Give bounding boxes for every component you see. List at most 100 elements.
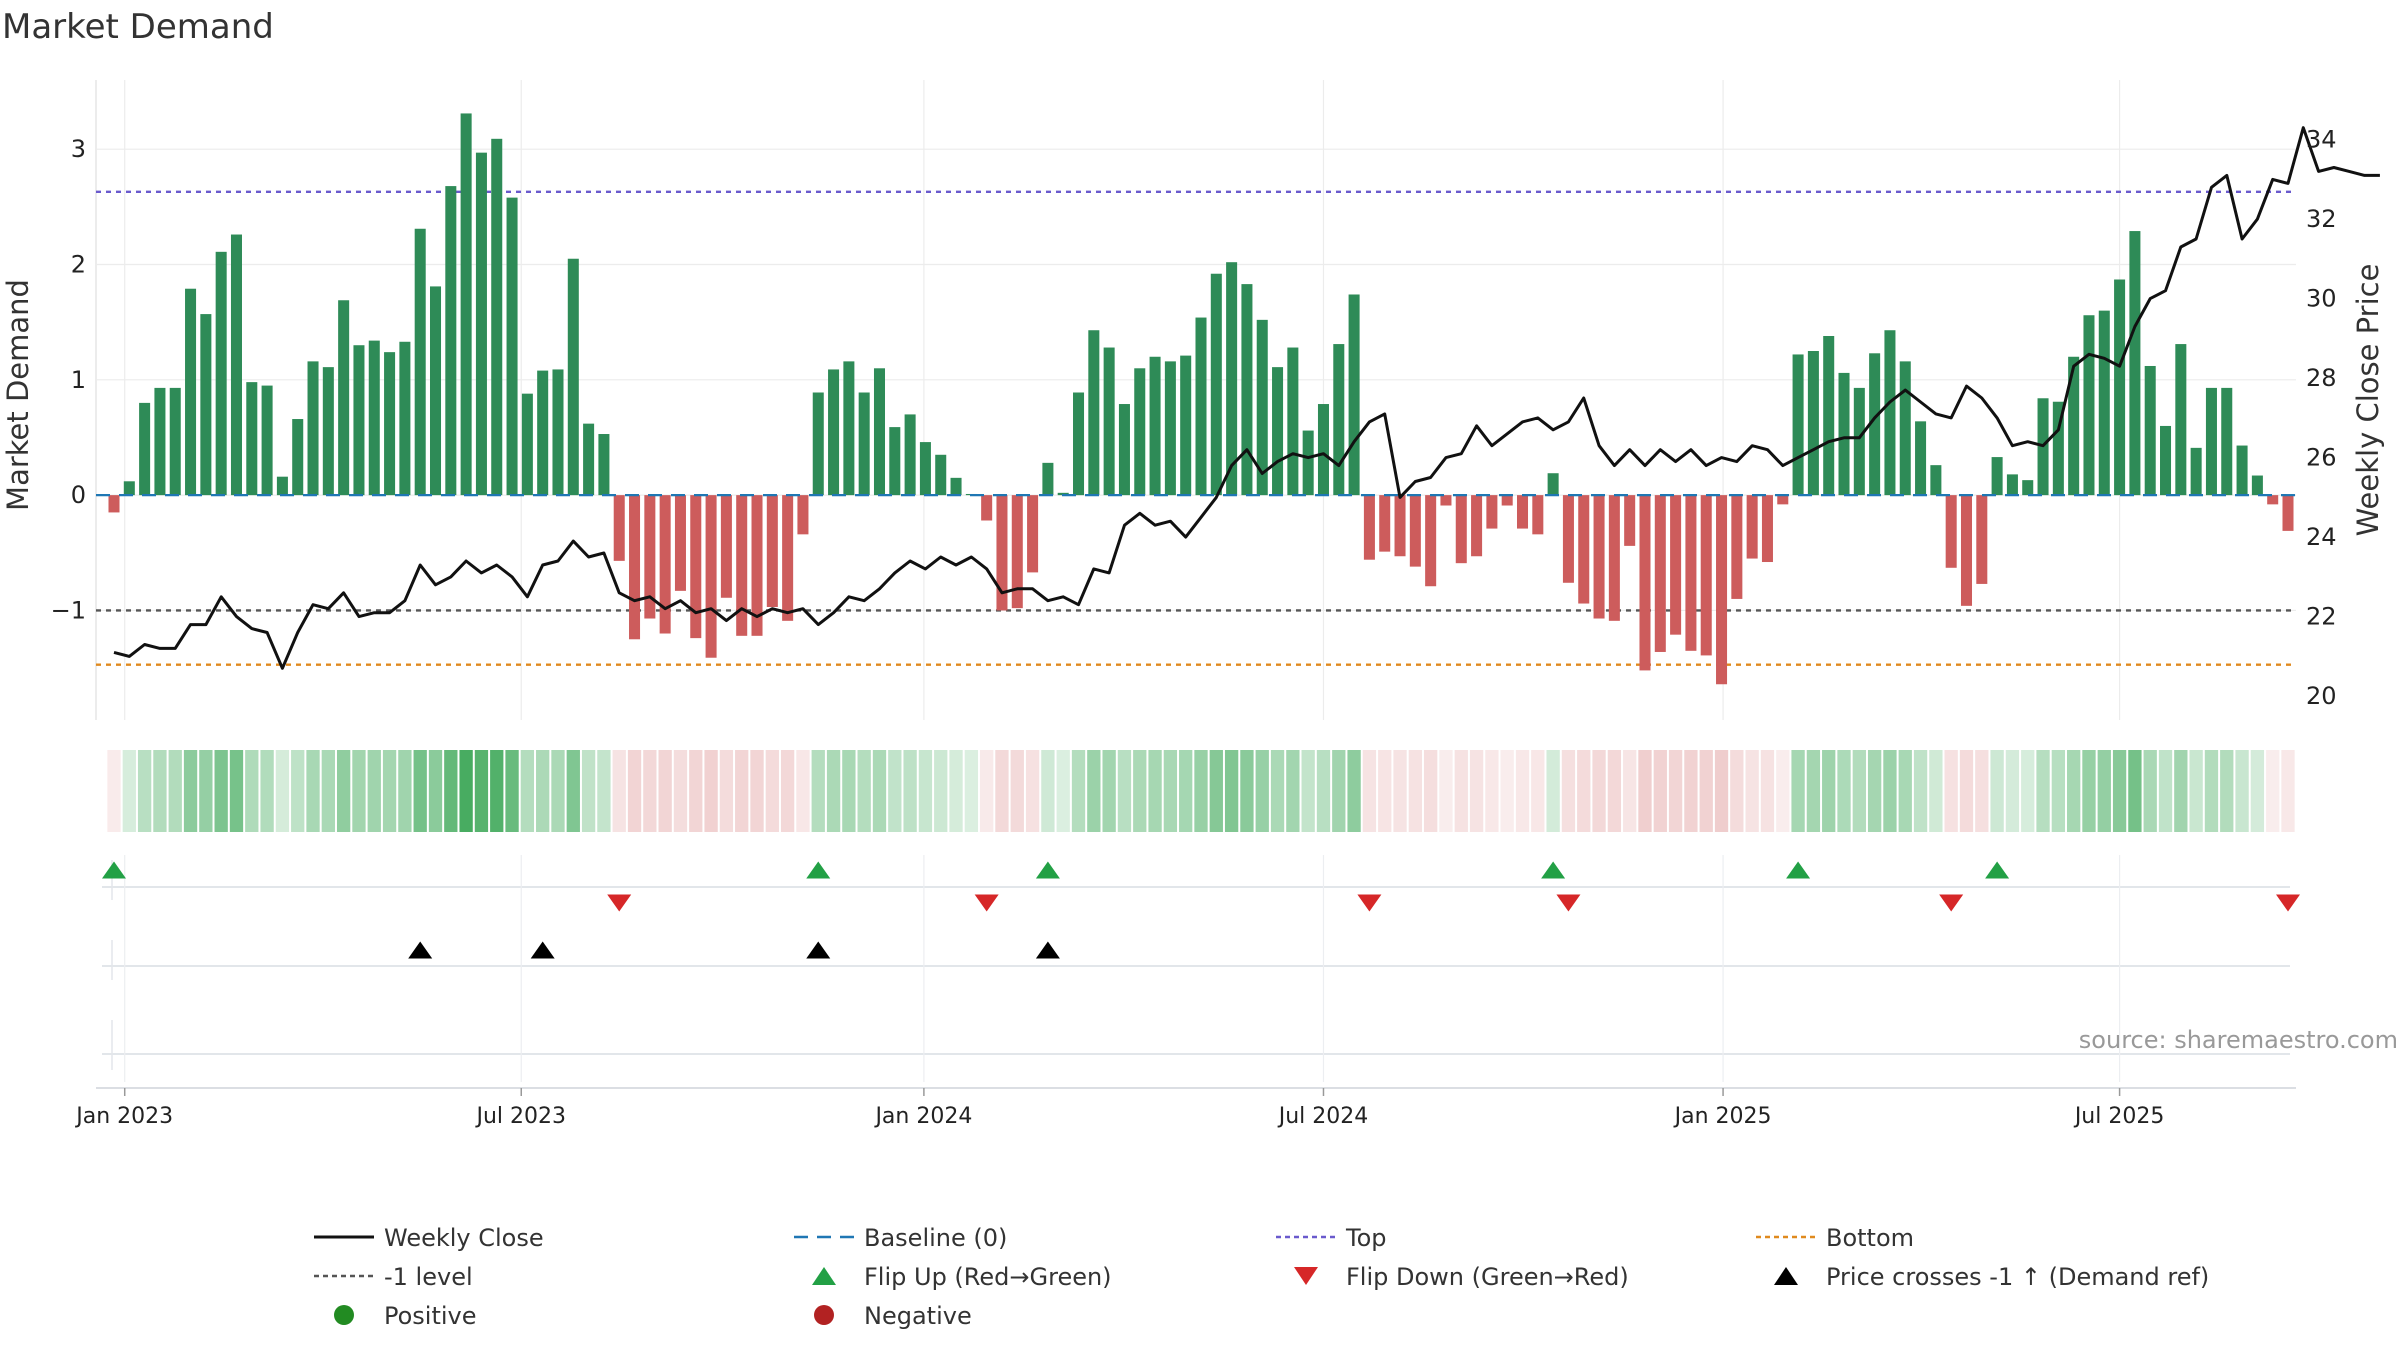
demand-bar-138 [2221,387,2233,496]
demand-bar-102 [1670,495,1682,635]
demand-bar-83 [1379,495,1391,552]
legend-swatch-6 [1294,1267,1318,1285]
strip-cell-71 [1194,750,1208,832]
demand-bar-73 [1226,262,1238,496]
strip-cell-87 [1439,750,1453,832]
demand-bar-14 [322,367,334,496]
strip-cell-91 [1500,750,1514,832]
strip-cell-35 [643,750,657,832]
demand-bar-116 [1884,330,1896,496]
demand-bar-52 [904,414,916,496]
demand-bar-49 [858,392,870,496]
strip-cell-120 [1944,750,1958,832]
demand-bar-1 [123,481,135,496]
strip-cell-126 [2036,750,2050,832]
strip-cell-112 [1822,750,1836,832]
demand-bar-58 [996,495,1008,611]
demand-bar-128 [2068,356,2080,496]
x-axis: Jan 2023 Jul 2023 Jan 2024 Jul 2024 Jan 2025… [74,1087,2296,1129]
demand-bar-15 [338,300,350,496]
strip-cell-20 [413,750,427,832]
strip-cell-86 [1423,750,1438,832]
right-tick-label-4: 28 [2306,364,2337,392]
demand-bar-95 [1562,495,1574,583]
strip-cell-117 [1898,750,1912,832]
strip-cell-103 [1684,750,1698,832]
demand-bar-62 [1057,492,1069,496]
demand-bar-3 [154,387,166,496]
strip-cell-14 [321,750,335,832]
demand-bar-28 [537,370,549,496]
strip-cell-15 [336,750,351,832]
demand-bar-123 [1991,457,2003,496]
demand-bar-61 [1042,462,1054,496]
demand-bar-51 [889,427,901,496]
legend-item-5: Flip Up (Red→Green) [812,1263,1112,1291]
demand-bar-9 [246,382,258,496]
demand-bar-69 [1164,361,1176,496]
demand-bar-137 [2205,387,2217,496]
demand-bar-117 [1899,361,1911,496]
demand-bar-32 [598,434,610,496]
demand-bar-121 [1960,495,1973,606]
right-tick-label-1: 22 [2306,603,2337,631]
demand-bar-38 [690,495,702,639]
demand-bar-25 [491,138,503,496]
demand-bar-120 [1945,495,1957,568]
legend-label-9: Negative [864,1302,972,1330]
demand-bar-17 [368,340,380,496]
strip-cell-122 [1975,750,1989,832]
strip-cell-138 [2220,750,2234,832]
demand-bar-136 [2190,447,2202,496]
strip-cell-44 [780,750,795,832]
strip-cell-51 [888,750,902,832]
strip-cell-74 [1240,750,1254,832]
strip-cell-26 [505,750,519,832]
demand-bar-4 [169,387,181,496]
right-tick-label-5: 30 [2306,285,2337,313]
strip-cell-54 [934,750,948,832]
strip-cell-42 [750,750,764,832]
strip-cell-115 [1867,750,1882,832]
legend-label-2: Top [1345,1224,1387,1252]
flip-up-marker-3 [1541,861,1566,879]
strip-cell-89 [1469,750,1484,832]
flip-down-marker-4 [1939,894,1964,912]
legend-swatch-8 [334,1305,354,1325]
legend-label-1: Baseline (0) [864,1224,1007,1252]
legend-label-4: -1 level [384,1263,473,1291]
strip-cell-93 [1531,750,1545,832]
strip-cell-92 [1515,750,1530,832]
strip-cell-45 [796,750,810,832]
strip-cell-110 [1791,750,1805,832]
x-tick-label-3: Jul 2024 [1277,1104,1369,1129]
strip-cell-140 [2250,750,2265,832]
strip-cell-123 [1990,750,2004,832]
demand-bar-10 [261,385,273,496]
demand-bar-47 [828,369,840,496]
demand-bar-97 [1593,495,1605,619]
strip-cell-119 [1929,750,1943,832]
demand-bar-65 [1103,347,1115,496]
strip-cell-84 [1393,750,1407,832]
weekly-close-line [113,126,2380,670]
demand-bar-90 [1486,495,1498,529]
strip-cell-78 [1301,750,1315,832]
price-cross-marker-0 [408,941,433,959]
chart-title: Market Demand [2,7,274,47]
demand-bar-122 [1976,495,1988,584]
demand-bar-53 [919,442,931,496]
legend-label-7: Price crosses -1 ↑ (Demand ref) [1826,1263,2209,1291]
demand-bar-141 [2267,495,2279,505]
demand-bar-66 [1118,404,1130,496]
demand-bar-100 [1639,495,1651,671]
strip-cell-142 [2281,750,2295,832]
demand-bar-7 [215,251,227,496]
demand-bar-112 [1823,336,1835,496]
demand-bar-142 [2282,495,2294,531]
demand-bar-131 [2114,279,2126,496]
demand-bar-133 [2144,365,2156,496]
flip-down-marker-2 [1357,894,1382,912]
strip-cell-82 [1362,750,1377,832]
strip-cell-5 [183,750,198,832]
